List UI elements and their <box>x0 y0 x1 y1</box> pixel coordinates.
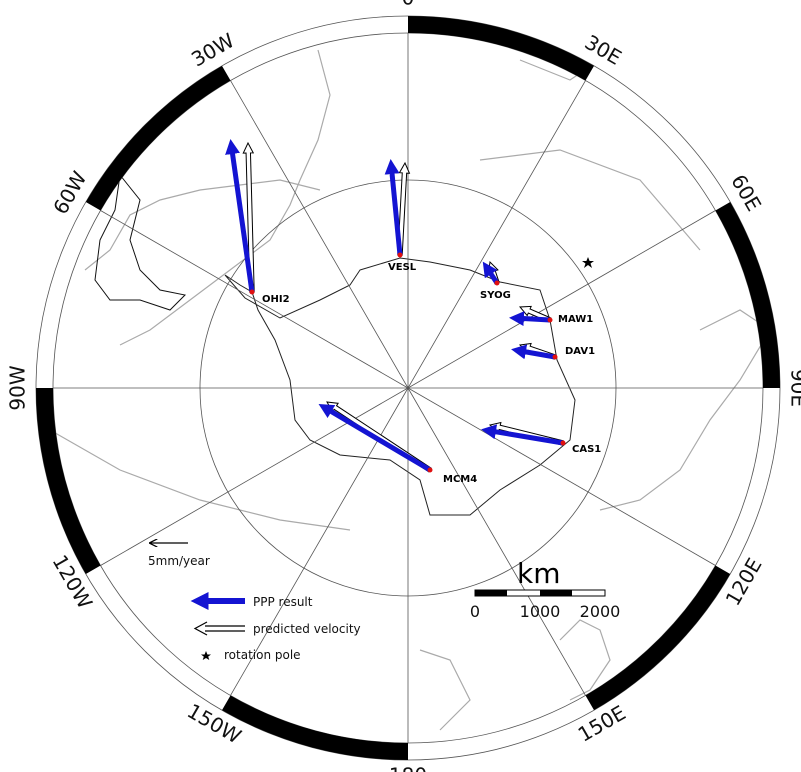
meridian <box>230 80 409 389</box>
station-dot <box>560 440 566 446</box>
longitude-label: 90W <box>6 365 30 410</box>
landmass <box>49 49 771 731</box>
meridian <box>407 387 716 566</box>
station-dot <box>552 354 558 360</box>
station-label: OHI2 <box>262 294 290 305</box>
ring-segment <box>585 565 731 711</box>
ring-segment <box>222 695 409 760</box>
scale-label: 0 <box>470 602 480 621</box>
ring-segment <box>407 16 594 81</box>
ppp-arrow <box>509 311 551 327</box>
station-label: DAV1 <box>565 346 595 357</box>
rotation-pole-star <box>582 257 594 268</box>
scale-bar: km 0 1000 2000 <box>470 557 620 621</box>
station-dot <box>397 252 403 258</box>
station-label: VESL <box>388 262 417 273</box>
legend: PPP result predicted velocity rotation p… <box>190 592 361 662</box>
legend-label: rotation pole <box>224 648 301 662</box>
legend-label: PPP result <box>253 595 313 609</box>
station-dot <box>547 317 553 323</box>
station-dot <box>494 280 500 286</box>
longitude-label: 180 <box>389 764 427 772</box>
meridian <box>100 387 409 566</box>
meridian <box>100 210 409 389</box>
station-dot <box>249 289 255 295</box>
scale-label: 1000 <box>520 602 561 621</box>
antarctica-coast <box>224 257 576 516</box>
ring-segment <box>36 387 101 574</box>
ppp-arrow <box>225 139 255 293</box>
station-label: CAS1 <box>572 444 601 455</box>
reference-arrow: 5mm/year <box>148 543 210 568</box>
legend-label: predicted velocity <box>253 622 361 636</box>
scale-unit: km <box>517 557 561 590</box>
meridian <box>407 210 716 389</box>
reference-label: 5mm/year <box>148 554 210 568</box>
ring-segment <box>85 65 231 211</box>
meridian <box>407 387 586 696</box>
meridian <box>407 80 586 389</box>
ppp-arrow <box>511 344 556 360</box>
station-label: MAW1 <box>558 314 593 325</box>
ring-segment <box>715 202 780 389</box>
longitude-label: 90E <box>787 369 801 407</box>
longitude-label: 120E <box>720 554 766 610</box>
stations: VESL OHI2 SYOG MAW1 DAV1 CAS1 MCM4 <box>249 252 601 485</box>
scale-label: 2000 <box>580 602 621 621</box>
station-label: SYOG <box>480 290 511 301</box>
longitude-labels: 030E60E90E120E150E180150W120W90W60W30W <box>6 0 801 772</box>
ppp-arrow <box>318 403 432 473</box>
longitude-label: 30W <box>187 28 238 72</box>
south-america <box>94 173 187 311</box>
frame-ring <box>36 16 780 760</box>
station-label: MCM4 <box>443 474 477 485</box>
ppp-arrow <box>481 424 564 446</box>
longitude-label: 0 <box>402 0 415 10</box>
velocity-arrows <box>225 139 565 473</box>
longitude-label: 60W <box>48 167 92 218</box>
ppp-arrow <box>384 159 403 256</box>
longitude-label: 150E <box>574 700 630 746</box>
station-dot <box>427 467 433 473</box>
